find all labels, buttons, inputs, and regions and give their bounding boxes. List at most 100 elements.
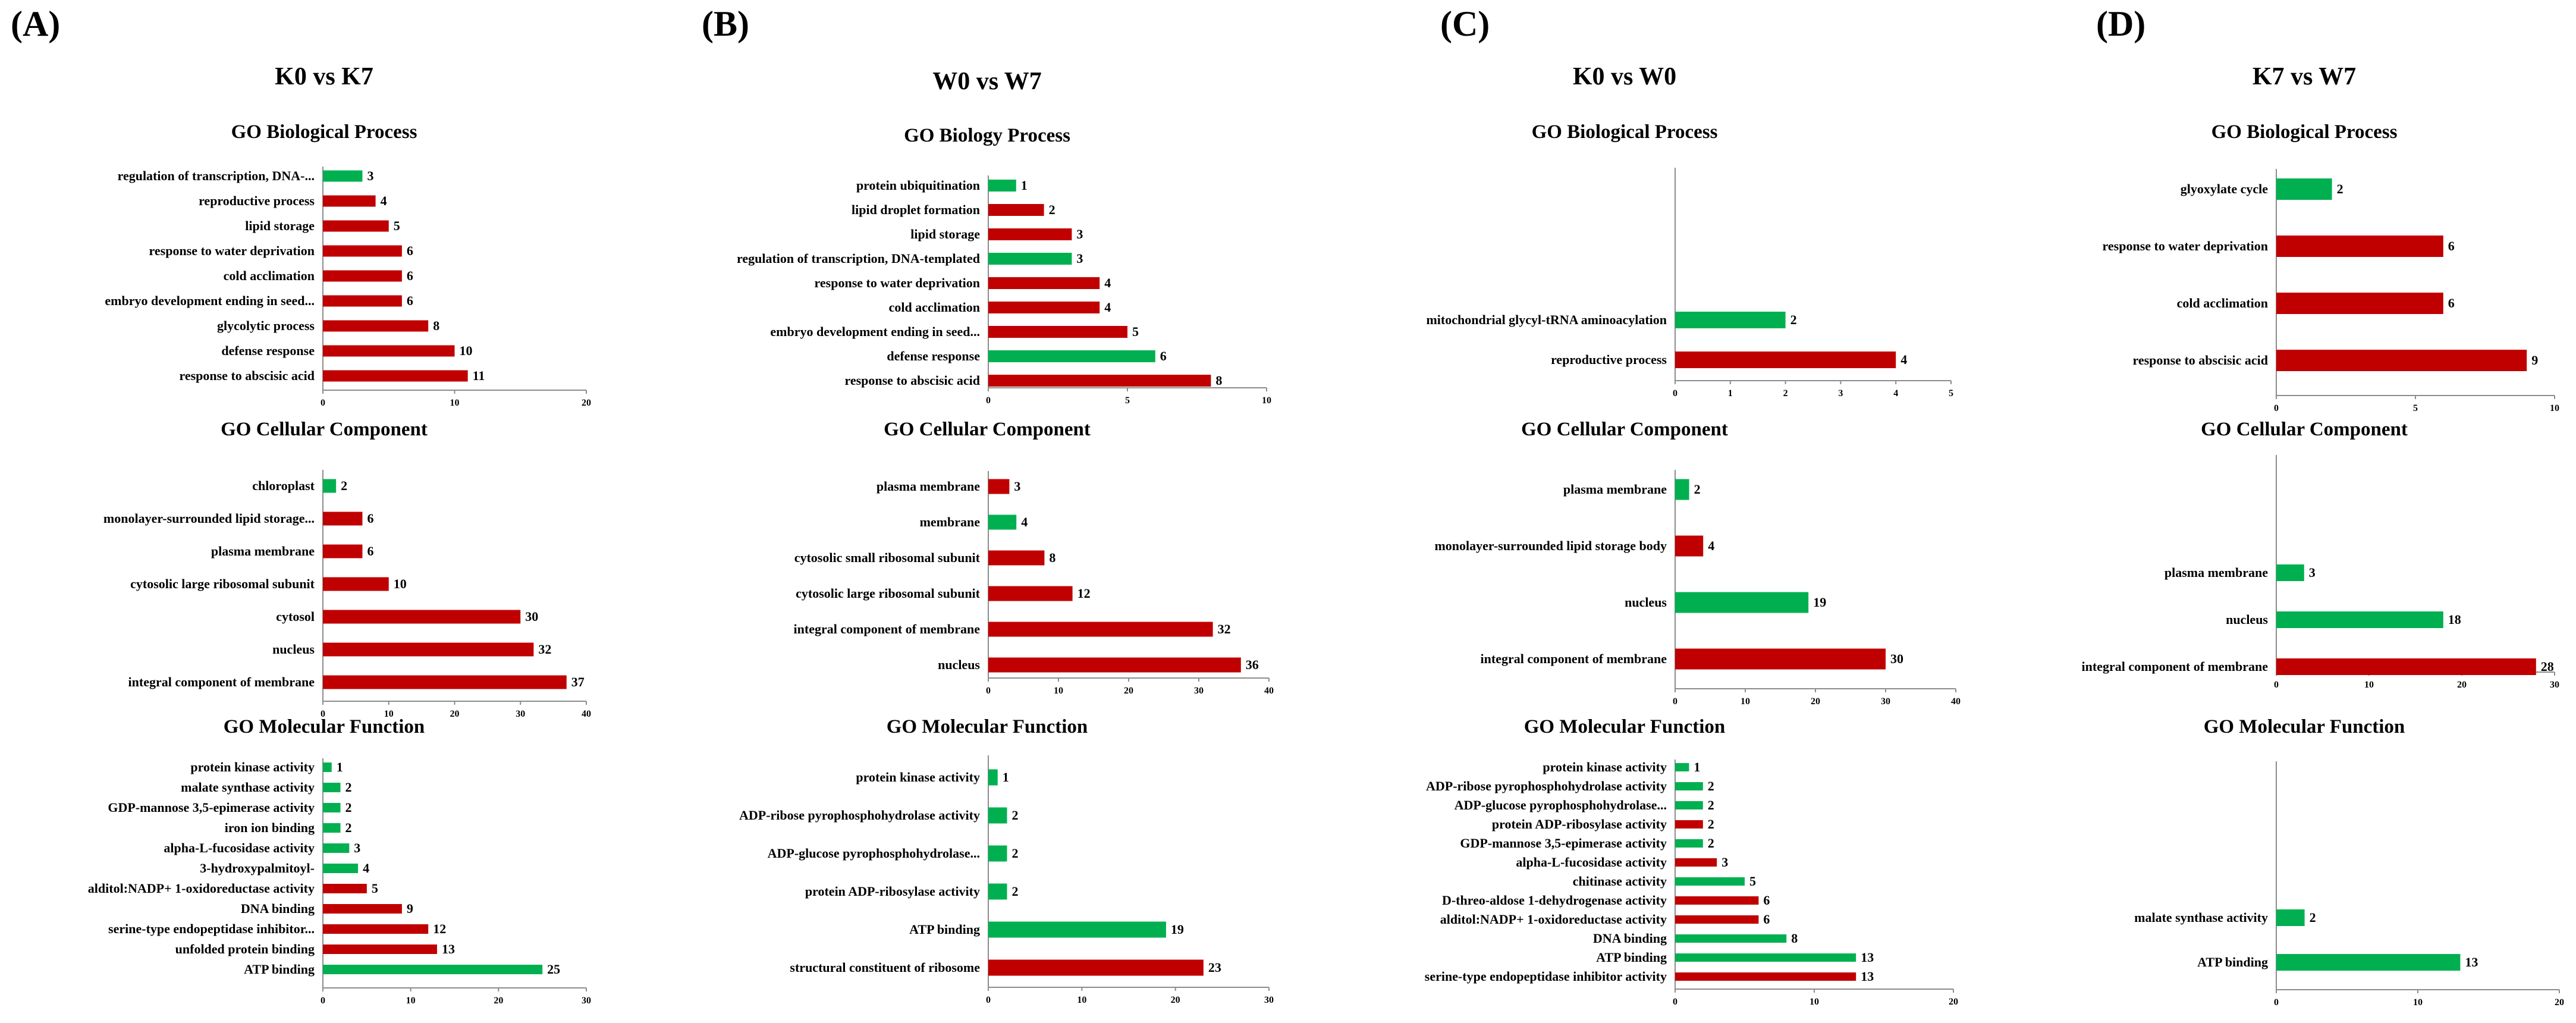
value-label: 2 xyxy=(1790,312,1797,327)
x-tick-label: 1 xyxy=(1728,388,1733,398)
category-label: lipid storage xyxy=(910,227,980,241)
value-label: 37 xyxy=(571,674,585,689)
value-label: 13 xyxy=(2465,955,2478,969)
value-label: 2 xyxy=(1011,808,1018,823)
x-tick-label: 20 xyxy=(1171,995,1180,1005)
panel-b-header: (B) W0 vs W7 xyxy=(702,4,1042,95)
category-label: DNA binding xyxy=(241,901,315,916)
category-label: cytosolic large ribosomal subunit xyxy=(796,586,981,601)
value-label: 10 xyxy=(460,343,473,358)
category-label: regulation of transcription, DNA-... xyxy=(118,168,315,183)
category-label: lipid droplet formation xyxy=(852,202,980,217)
value-label: 6 xyxy=(407,293,413,308)
category-label: cold acclimation xyxy=(224,268,315,283)
x-tick-label: 20 xyxy=(1811,696,1820,707)
bar xyxy=(1675,934,1787,943)
chart-title: GO Molecular Function xyxy=(1524,716,1726,738)
value-label: 19 xyxy=(1813,595,1826,610)
subchart-3: GO Biology Process 0 5 10 protein ubiquitina… xyxy=(737,125,1271,406)
subchart-9: GO Biological Process 0 5 10 glyoxylate cycl… xyxy=(2103,121,2559,413)
category-label: alpha-L-fucosidase activity xyxy=(164,840,315,855)
value-label: 28 xyxy=(2541,659,2554,674)
comparison-title-d: K7 vs W7 xyxy=(2253,63,2356,90)
subchart-2: GO Molecular Function 0 10 20 30 protein kina… xyxy=(88,716,591,1006)
bar xyxy=(988,479,1010,494)
value-label: 9 xyxy=(2531,353,2538,368)
x-tick-label: 10 xyxy=(1741,696,1750,707)
bar xyxy=(2276,178,2332,200)
x-tick-label: 10 xyxy=(2364,680,2374,690)
value-label: 32 xyxy=(538,642,551,657)
bar xyxy=(988,253,1072,265)
category-label: ADP-glucose pyrophosphohydrolase... xyxy=(768,846,980,861)
category-label: malate synthase activity xyxy=(2134,910,2268,925)
category-label: plasma membrane xyxy=(877,479,980,494)
value-label: 4 xyxy=(1104,300,1111,315)
chart-title: GO Molecular Function xyxy=(2204,716,2405,738)
x-tick-label: 0 xyxy=(1673,696,1677,707)
value-label: 13 xyxy=(1861,950,1874,965)
x-tick-label: 0 xyxy=(1673,997,1677,1007)
bar xyxy=(988,807,1007,824)
category-label: structural constituent of ribosome xyxy=(790,960,980,975)
category-label: ATP binding xyxy=(909,922,980,937)
category-label: ATP binding xyxy=(244,962,315,977)
category-label: integral component of membrane xyxy=(794,622,981,636)
value-label: 18 xyxy=(2448,612,2461,627)
bar xyxy=(323,295,402,307)
category-label: malate synthase activity xyxy=(181,780,315,795)
value-label: 5 xyxy=(1749,874,1756,889)
bar xyxy=(323,610,521,624)
bar xyxy=(988,180,1016,192)
x-tick-label: 30 xyxy=(2550,680,2559,690)
bar xyxy=(323,479,337,493)
value-label: 8 xyxy=(1215,373,1222,388)
subchart-8: GO Molecular Function 0 10 20 protein kinase… xyxy=(1425,716,1958,1007)
category-label: cytosolic large ribosomal subunit xyxy=(130,576,315,591)
bar xyxy=(323,924,429,934)
value-label: 11 xyxy=(473,368,485,383)
value-label: 6 xyxy=(407,243,413,258)
value-label: 6 xyxy=(407,268,413,283)
category-label: chitinase activity xyxy=(1573,874,1667,889)
value-label: 6 xyxy=(367,544,373,558)
value-label: 1 xyxy=(1021,178,1028,193)
bar xyxy=(1675,535,1704,557)
x-tick-label: 5 xyxy=(1125,396,1130,406)
value-label: 6 xyxy=(2448,296,2455,310)
bar xyxy=(323,577,389,591)
bar xyxy=(323,762,332,772)
category-label: response to abscisic acid xyxy=(179,368,315,383)
subchart-10: GO Cellular Component 0 10 20 30 plasma membr… xyxy=(2082,419,2559,690)
category-label: cytosol xyxy=(276,609,315,624)
category-label: unfolded protein binding xyxy=(175,942,315,956)
value-label: 4 xyxy=(1021,514,1028,529)
value-label: 4 xyxy=(1708,538,1714,553)
panel-d-header: (D) K7 vs W7 xyxy=(2096,4,2356,90)
x-tick-label: 0 xyxy=(321,398,325,408)
category-label: nucleus xyxy=(938,657,980,672)
x-tick-label: 3 xyxy=(1838,388,1843,398)
x-tick-label: 40 xyxy=(582,709,591,719)
x-tick-label: 10 xyxy=(406,996,416,1006)
category-label: mitochondrial glycyl-tRNA aminoacylation xyxy=(1426,312,1667,327)
value-label: 2 xyxy=(345,800,352,815)
x-tick-label: 10 xyxy=(1077,995,1086,1005)
bar xyxy=(2276,293,2443,314)
bar xyxy=(988,657,1241,673)
category-label: protein kinase activity xyxy=(856,770,980,784)
panel-label-c: (C) xyxy=(1440,4,1490,43)
bar xyxy=(2276,611,2443,628)
value-label: 12 xyxy=(1077,586,1091,601)
bar xyxy=(323,320,429,332)
value-label: 8 xyxy=(1791,931,1798,946)
bar xyxy=(2276,954,2461,971)
value-label: 2 xyxy=(2310,910,2316,925)
bar xyxy=(2276,909,2305,926)
value-label: 30 xyxy=(525,609,538,624)
value-label: 13 xyxy=(442,942,455,956)
bar xyxy=(323,965,543,974)
panel-label-b: (B) xyxy=(702,4,749,43)
bar xyxy=(2276,564,2304,581)
category-label: alditol:NADP+ 1-oxidoreductase activity xyxy=(88,881,315,896)
